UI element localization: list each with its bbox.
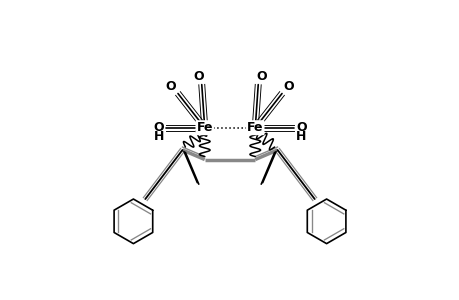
Text: O: O bbox=[283, 80, 294, 94]
Text: Fe: Fe bbox=[246, 121, 263, 134]
Text: O: O bbox=[296, 121, 306, 134]
Text: O: O bbox=[193, 70, 204, 83]
Text: O: O bbox=[165, 80, 176, 94]
Text: H: H bbox=[296, 130, 306, 142]
Text: O: O bbox=[153, 121, 163, 134]
Text: Fe: Fe bbox=[196, 121, 213, 134]
Text: O: O bbox=[255, 70, 266, 83]
Text: H: H bbox=[153, 130, 163, 142]
